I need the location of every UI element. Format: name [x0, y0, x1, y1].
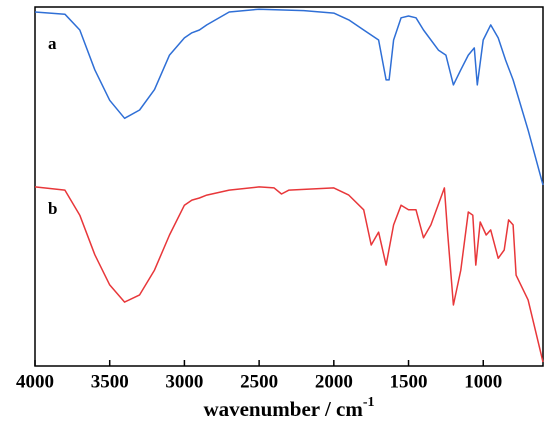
- x-tick-label: 3000: [165, 371, 203, 392]
- x-tick-label: 1500: [390, 371, 428, 392]
- spectrum-line: [34, 186, 544, 363]
- x-tick-label: 1000: [464, 371, 502, 392]
- x-tick-label: 2000: [315, 371, 353, 392]
- x-tick-label: 2500: [240, 371, 278, 392]
- spectrum-line: [34, 8, 544, 186]
- x-axis-label-text: wavenumber / cm: [203, 397, 363, 421]
- x-axis-label: wavenumber / cm-1: [203, 395, 374, 421]
- x-tick-label: 4000: [16, 371, 54, 392]
- plot-frame: [34, 6, 544, 367]
- x-tick-label: 3500: [91, 371, 129, 392]
- annotation: b: [48, 199, 57, 218]
- annotation: a: [48, 34, 57, 53]
- x-axis-label-sup: -1: [363, 395, 375, 410]
